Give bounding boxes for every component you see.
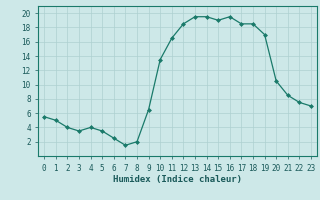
X-axis label: Humidex (Indice chaleur): Humidex (Indice chaleur) <box>113 175 242 184</box>
